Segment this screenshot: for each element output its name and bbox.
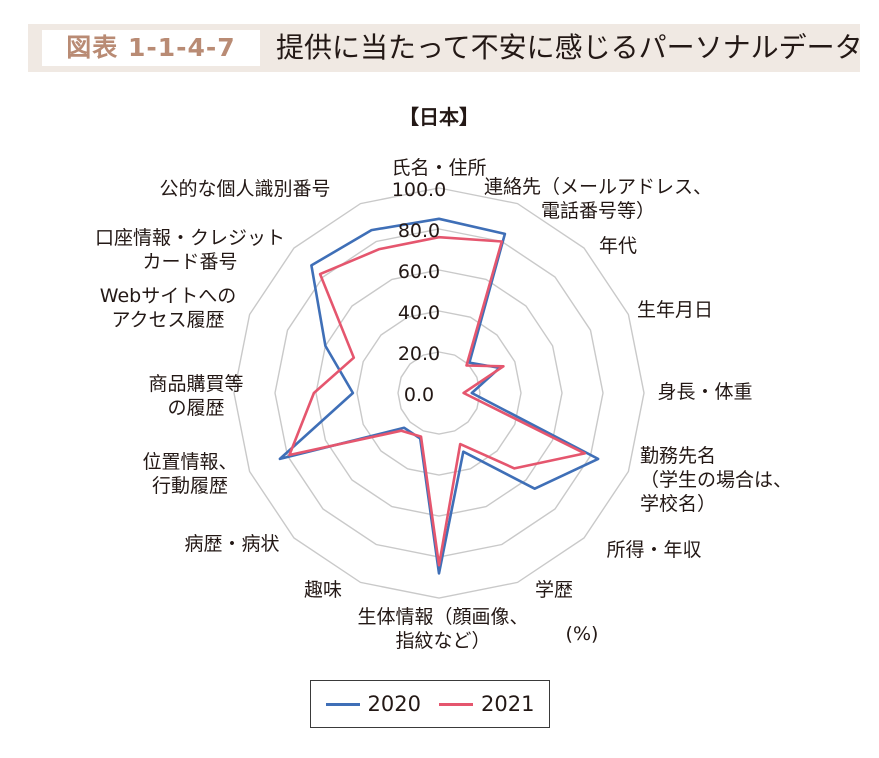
legend: 2020 2021: [310, 680, 550, 728]
unit-label: (%): [566, 623, 599, 645]
axis-label-7: 学歴: [535, 579, 573, 601]
axis-label-6: 所得・年収: [606, 539, 701, 561]
figure-header: 図表 1-1-4-7 提供に当たって不安に感じるパーソナルデータ: [28, 24, 863, 72]
axis-label-12: 商品購買等の履歴: [148, 373, 243, 419]
axis-label-13: Webサイトへのアクセス履歴: [100, 285, 236, 331]
legend-item-2020: 2020: [325, 692, 421, 716]
tick-label-80: 80.0: [398, 220, 440, 242]
radar-grid: [233, 187, 645, 599]
legend-item-2021: 2021: [439, 692, 534, 716]
axis-label-9: 趣味: [304, 579, 342, 601]
legend-swatch-2021: [439, 702, 473, 706]
grid-ring-20: [397, 351, 481, 435]
axis-label-3: 生年月日: [637, 299, 713, 321]
legend-label-2020: 2020: [367, 692, 421, 716]
figure-number: 図表 1-1-4-7: [42, 30, 260, 66]
radar-series: [278, 217, 600, 575]
radar-tick-labels: 0.0 20.0 40.0 60.0 80.0 100.0: [392, 179, 446, 406]
legend-swatch-2020: [325, 702, 360, 706]
tick-label-100: 100.0: [392, 179, 446, 201]
series-2021-line: [288, 235, 587, 567]
axis-label-0: 氏名・住所: [391, 157, 486, 179]
legend-label-2021: 2021: [481, 692, 535, 716]
axis-label-14: 口座情報・クレジットカード番号: [95, 227, 285, 273]
tick-label-20: 20.0: [398, 343, 440, 365]
axis-label-8: 生体情報（顔画像、指紋など）: [357, 606, 528, 652]
chart-title: 【日本】: [399, 105, 479, 129]
grid-ring-40: [356, 310, 522, 476]
grid-ring-60: [315, 269, 563, 517]
grid-ring-100: [233, 187, 645, 599]
figure-title: 提供に当たって不安に感じるパーソナルデータ: [276, 31, 863, 64]
axis-label-15: 公的な個人識別番号: [159, 178, 330, 200]
axis-label-1: 連絡先（メールアドレス、電話番号等）: [484, 176, 712, 222]
tick-label-60: 60.0: [398, 261, 440, 283]
axis-label-4: 身長・体重: [657, 381, 752, 403]
tick-label-40: 40.0: [398, 302, 440, 324]
axis-label-5: 勤務先名（学生の場合は、学校名）: [640, 445, 792, 515]
tick-label-0: 0.0: [404, 384, 434, 406]
axis-label-11: 位置情報、行動履歴: [142, 451, 237, 497]
axis-label-10: 病歴・病状: [184, 533, 279, 555]
axis-label-2: 年代: [599, 235, 637, 257]
